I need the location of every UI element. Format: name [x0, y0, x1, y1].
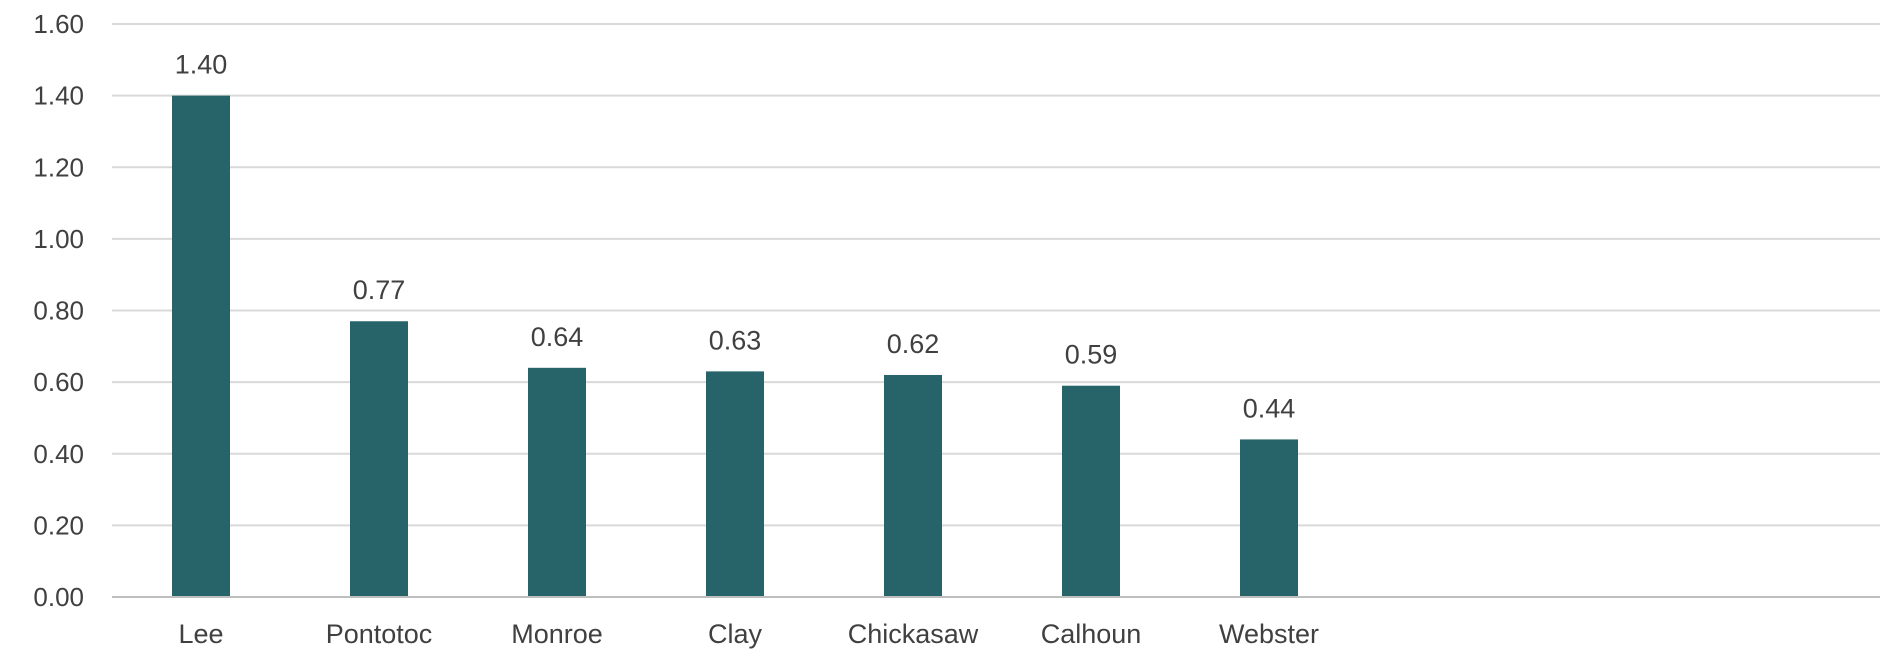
- y-tick-label: 0.40: [33, 439, 84, 469]
- data-label: 0.63: [709, 325, 762, 355]
- y-axis-tick-labels: 0.00 0.20 0.40 0.60 0.80 1.00 1.20 1.40 1.60: [33, 9, 84, 612]
- x-category-label: Lee: [178, 619, 223, 649]
- bar-chickasaw: [884, 374, 942, 597]
- data-label: 0.77: [353, 275, 406, 305]
- data-label: 0.64: [531, 322, 584, 352]
- bars: [172, 95, 1298, 597]
- bar-pontotoc: [350, 321, 408, 597]
- data-label: 0.59: [1065, 340, 1118, 370]
- y-tick-label: 0.80: [33, 296, 84, 326]
- x-category-label: Clay: [708, 619, 763, 649]
- data-label: 1.40: [175, 50, 228, 80]
- data-labels: 1.40 0.77 0.64 0.63 0.62 0.59 0.44: [175, 50, 1296, 424]
- y-tick-label: 0.60: [33, 367, 84, 397]
- y-tick-label: 1.00: [33, 224, 84, 254]
- bar-clay: [706, 371, 764, 597]
- bar-monroe: [528, 367, 586, 597]
- bar-webster: [1240, 439, 1298, 597]
- y-tick-label: 0.20: [33, 510, 84, 540]
- y-tick-label: 0.00: [33, 582, 84, 612]
- x-category-label: Pontotoc: [326, 619, 433, 649]
- y-tick-label: 1.60: [33, 9, 84, 39]
- y-tick-label: 1.40: [33, 81, 84, 111]
- bar-calhoun: [1062, 385, 1120, 597]
- y-tick-label: 1.20: [33, 152, 84, 182]
- x-category-label: Calhoun: [1041, 619, 1142, 649]
- data-label: 0.44: [1243, 393, 1296, 423]
- x-category-label: Chickasaw: [848, 619, 979, 649]
- data-label: 0.62: [887, 329, 940, 359]
- x-category-label: Monroe: [511, 619, 603, 649]
- x-axis-category-labels: Lee Pontotoc Monroe Clay Chickasaw Calhoun Web…: [178, 619, 1319, 649]
- bar-lee: [172, 95, 230, 597]
- x-category-label: Webster: [1219, 619, 1319, 649]
